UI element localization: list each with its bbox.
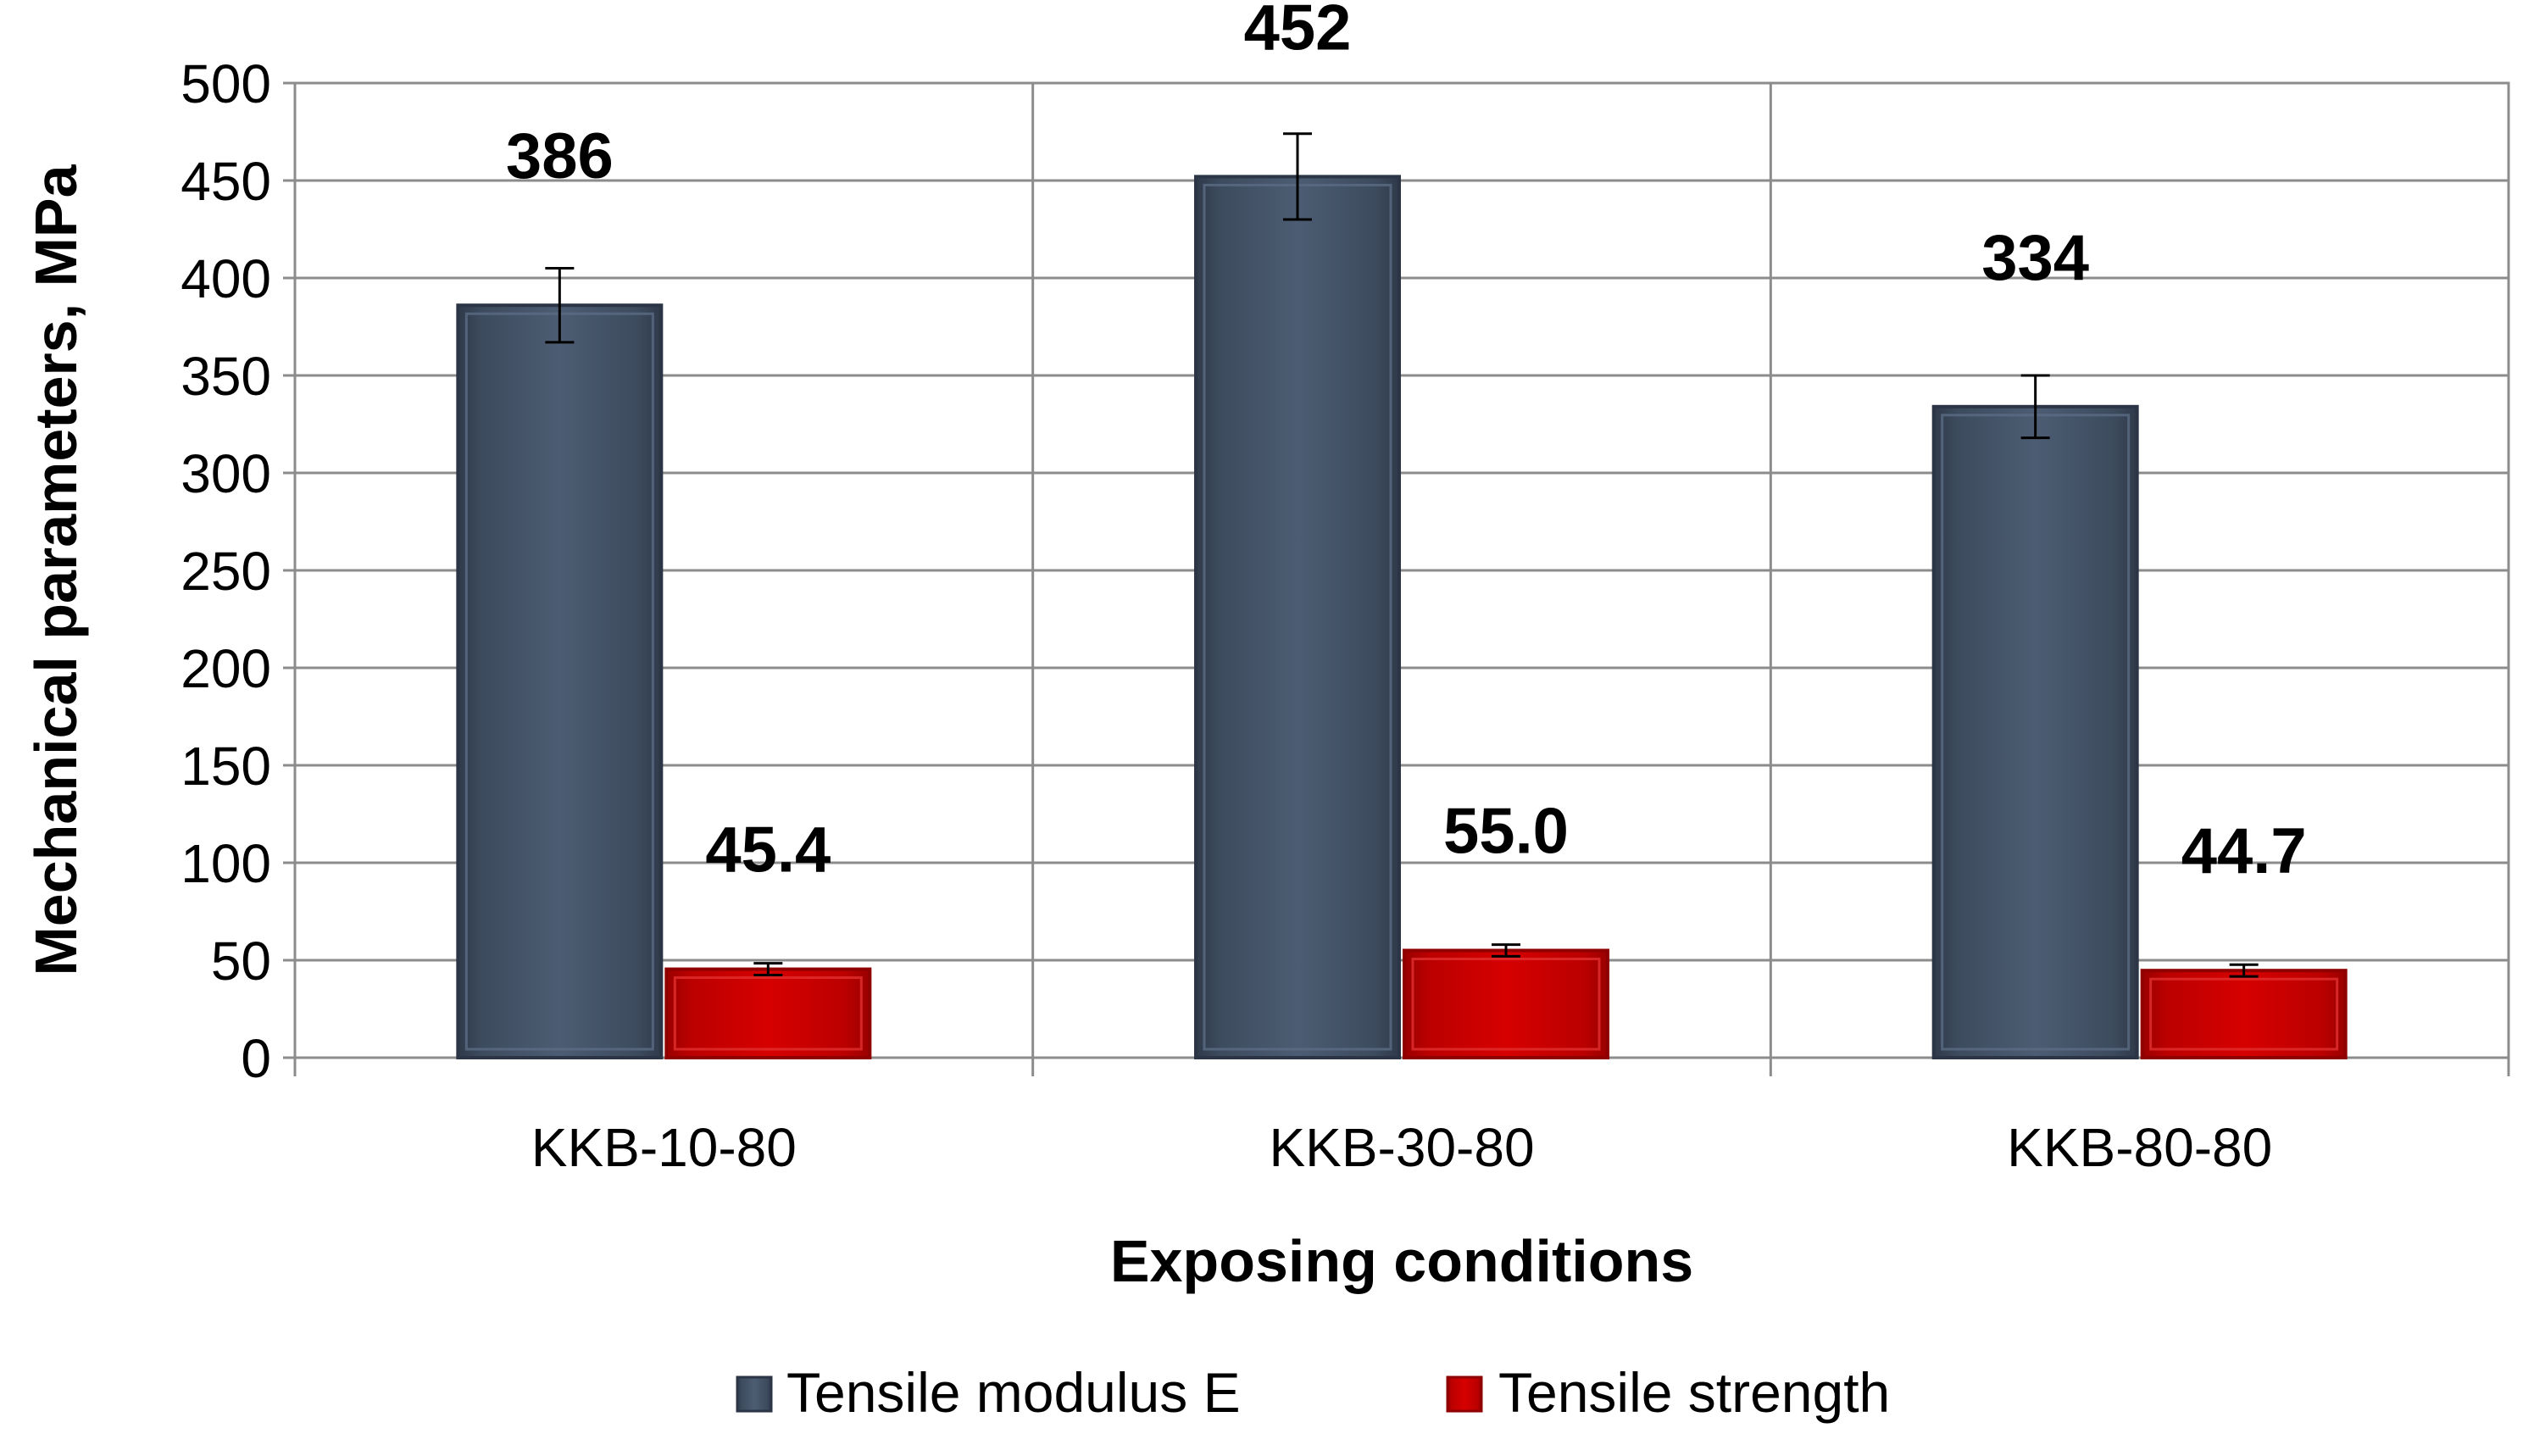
bar-tensile-modulus	[1931, 404, 2139, 1059]
bar-tensile-modulus	[456, 303, 664, 1059]
y-tick-label: 400	[181, 248, 271, 309]
y-tick-label: 500	[181, 53, 271, 114]
data-label: 45.4	[705, 814, 831, 886]
legend-swatch-tensile-modulus	[736, 1375, 773, 1413]
data-label: 386	[506, 120, 614, 192]
bar-tensile-strength	[1403, 948, 1609, 1059]
gridlines	[295, 83, 2509, 1058]
bar-bevel	[2149, 977, 2339, 1051]
bar-tensile-strength	[664, 967, 872, 1059]
bar-bevel	[673, 976, 863, 1051]
y-tick-label: 150	[181, 736, 271, 797]
legend-label-tensile-modulus: Tensile modulus E	[786, 1361, 1241, 1424]
bars	[456, 175, 2348, 1059]
bar-bevel	[1411, 958, 1601, 1051]
y-axis-title: Mechanical parameters, MPa	[23, 164, 89, 975]
y-tick-label: 350	[181, 346, 271, 407]
x-tick-label: KKB-10-80	[531, 1117, 797, 1178]
y-tick-label: 200	[181, 638, 271, 699]
x-tick-label: KKB-80-80	[2007, 1117, 2272, 1178]
x-axis-ticks: KKB-10-80 KKB-30-80 KKB-80-80	[293, 1058, 2510, 1178]
y-tick-label: 0	[241, 1028, 271, 1089]
data-label: 334	[1981, 222, 2089, 294]
bar-tensile-modulus	[1194, 175, 1401, 1059]
y-tick-label: 250	[181, 541, 271, 602]
y-tick-label: 450	[181, 151, 271, 212]
legend-label-tensile-strength: Tensile strength	[1498, 1361, 1890, 1424]
data-label: 44.7	[2181, 815, 2307, 887]
data-label: 55.0	[1443, 796, 1569, 868]
x-axis-title: Exposing conditions	[1110, 1228, 1693, 1294]
y-tick-label: 50	[211, 931, 271, 992]
legend-swatch-tensile-strength	[1446, 1375, 1483, 1413]
error-bars	[545, 132, 2259, 978]
x-tick-label: KKB-30-80	[1269, 1117, 1534, 1178]
y-tick-label: 100	[181, 833, 271, 894]
legend: Tensile modulus E Tensile strength	[736, 1361, 1890, 1424]
bar-tensile-strength	[2140, 969, 2348, 1059]
data-label: 452	[1244, 0, 1352, 64]
y-axis-ticks: 0 50 100 150 200 250 300 350 400 450 500	[181, 53, 295, 1089]
y-tick-label: 300	[181, 443, 271, 504]
data-labels: 386 452 334 45.4 55.0 44.7	[506, 0, 2307, 887]
